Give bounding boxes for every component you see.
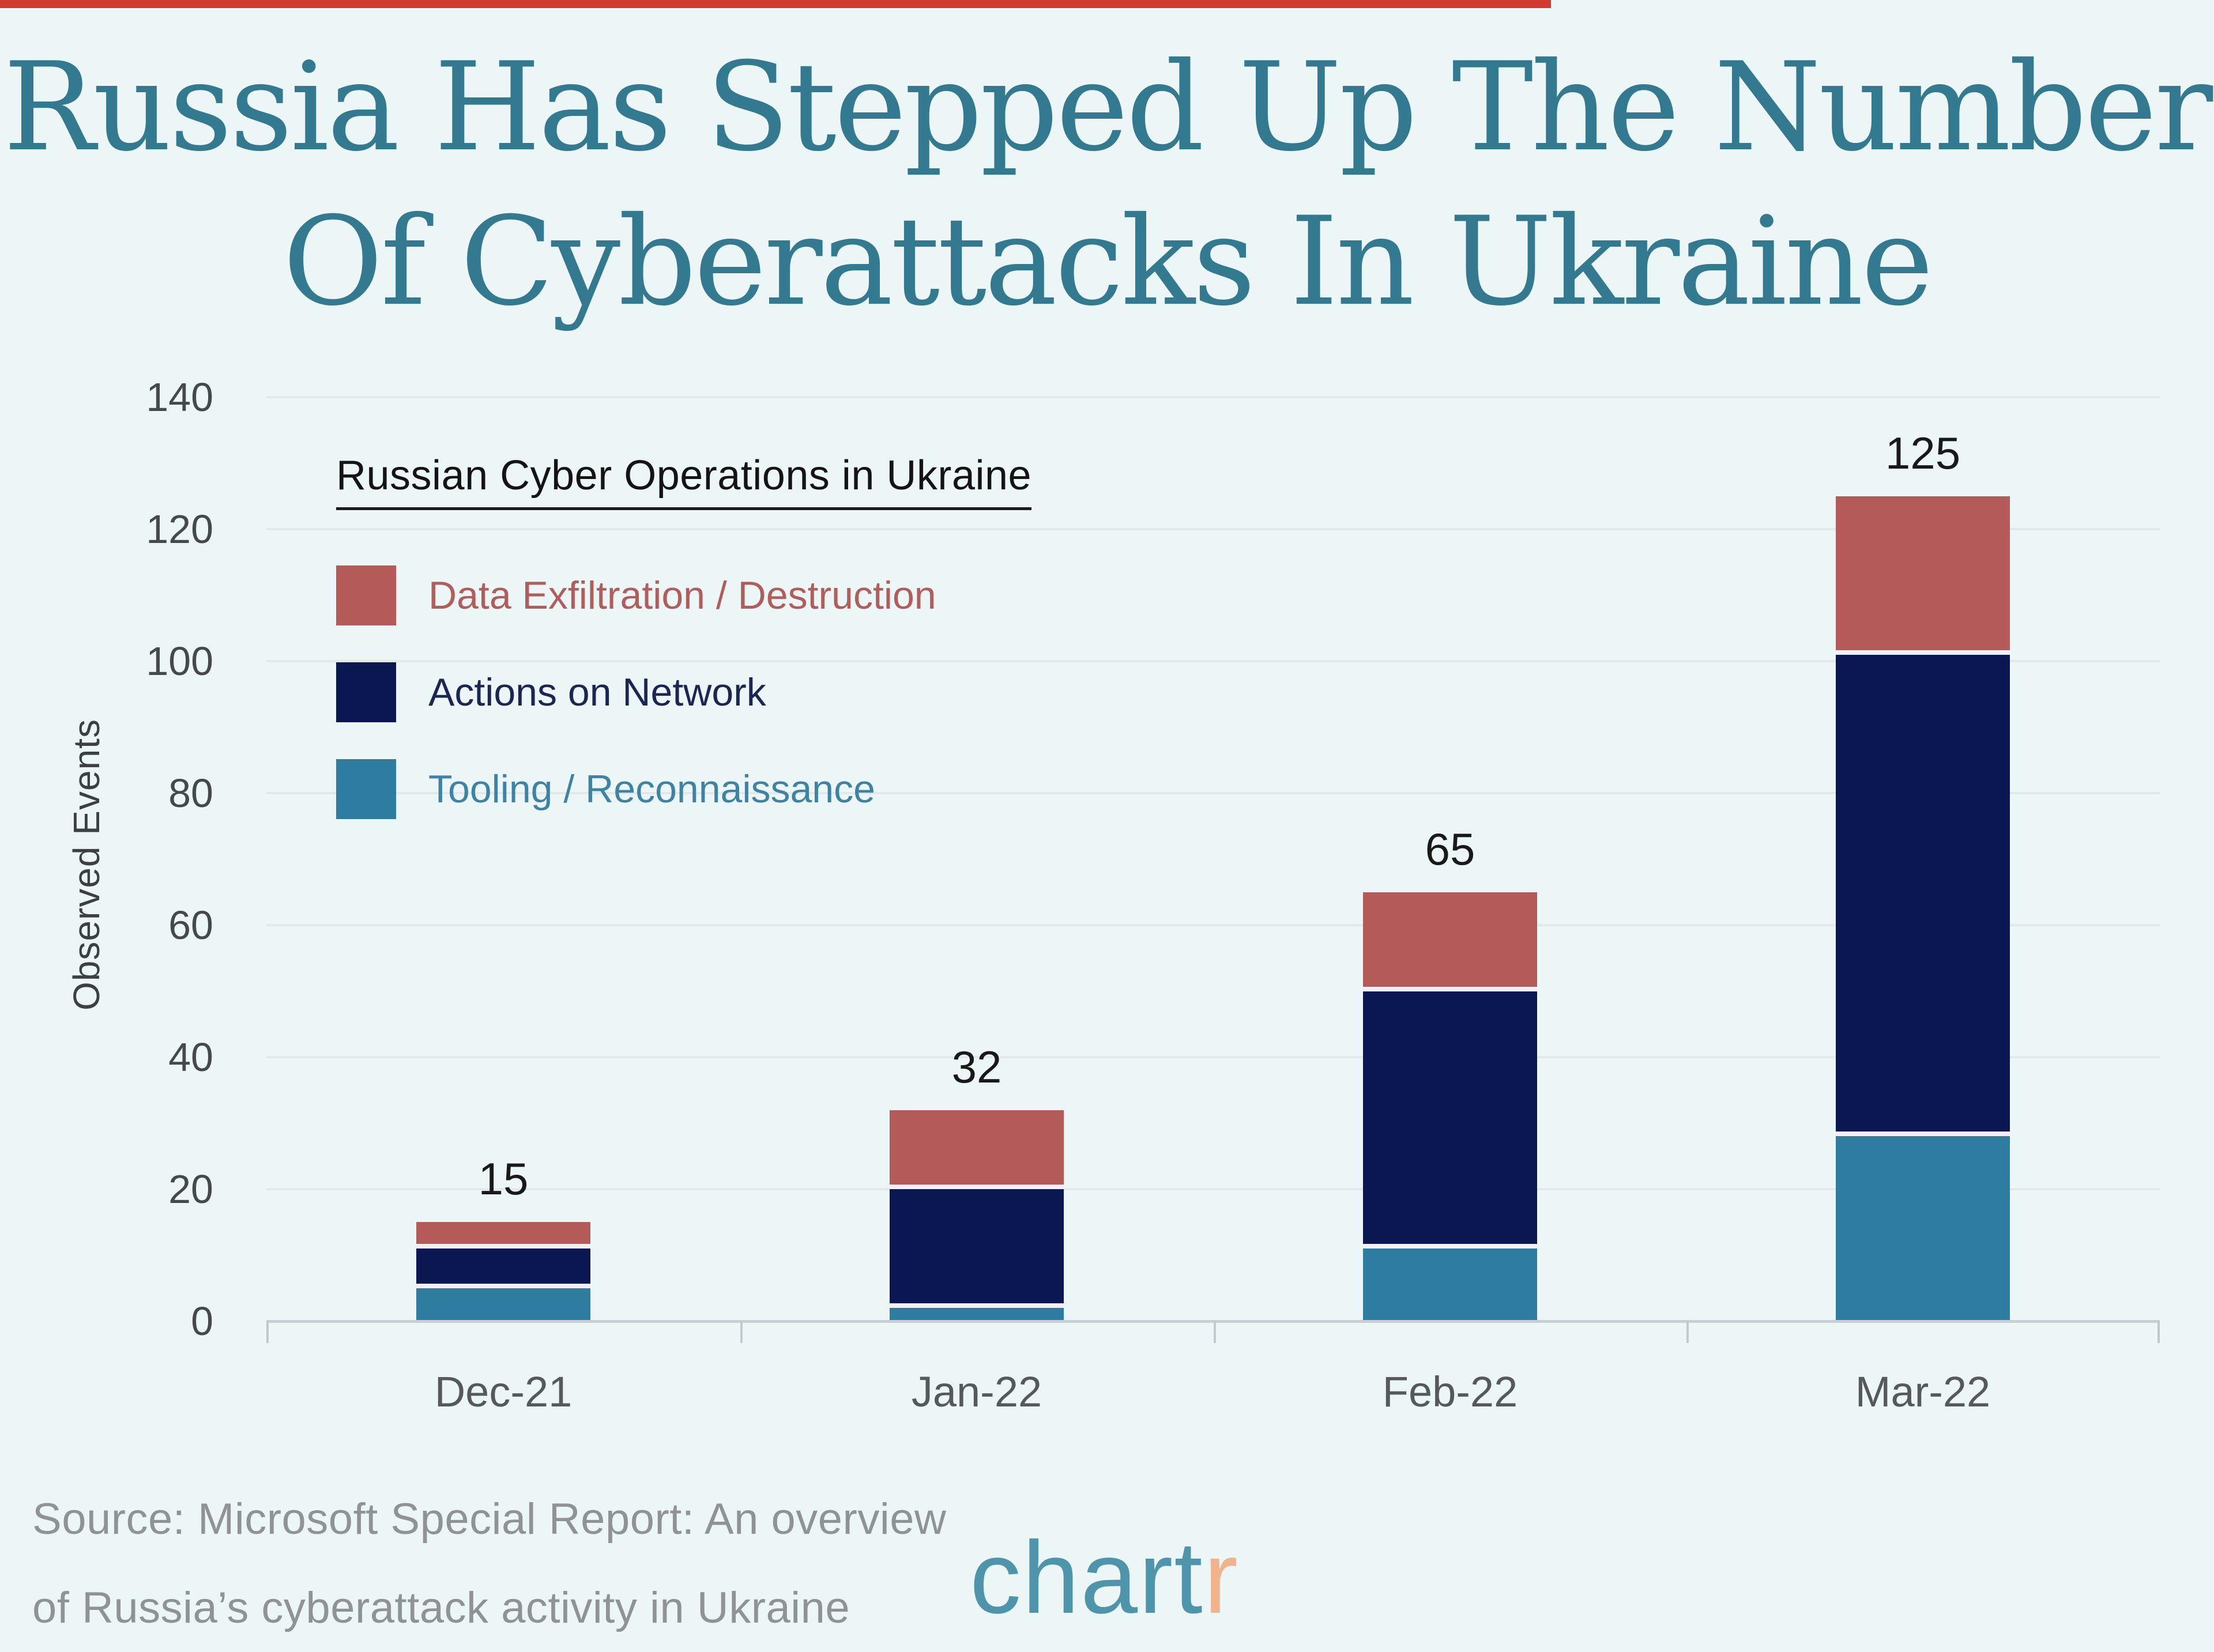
x-axis-tick <box>2157 1321 2160 1343</box>
x-category-label: Dec-21 <box>434 1368 573 1416</box>
x-category-label: Feb-22 <box>1382 1368 1518 1416</box>
bar-total-label: 15 <box>478 1153 529 1205</box>
gridline-120 <box>266 528 2160 530</box>
x-axis-tick <box>740 1321 743 1343</box>
bar-segment-Mar-22-Data Exfiltration / Destruction <box>1836 496 2010 655</box>
legend-title: Russian Cyber Operations in Ukraine <box>336 451 1032 510</box>
y-tick-label: 20 <box>168 1167 213 1212</box>
bar-total-label: 125 <box>1885 427 1961 478</box>
x-category-label: Mar-22 <box>1855 1368 1991 1416</box>
x-axis-tick <box>266 1321 269 1343</box>
bar-segment-Jan-22-Tooling / Reconnaissance <box>890 1308 1064 1321</box>
bar-total-label: 65 <box>1425 823 1475 874</box>
x-category-label: Jan-22 <box>911 1368 1042 1416</box>
y-tick-label: 60 <box>168 903 213 948</box>
x-axis-line <box>266 1320 2160 1323</box>
source-note: Source: Microsoft Special Report: An ove… <box>32 1498 946 1630</box>
bar-segment-Jan-22-Data Exfiltration / Destruction <box>890 1110 1064 1189</box>
legend-label: Actions on Network <box>428 670 766 714</box>
legend-swatch-icon <box>336 662 396 722</box>
gridline-140 <box>266 396 2160 398</box>
gridline-20 <box>266 1188 2160 1190</box>
headline-line2: Of Cyberattacks In Ukraine <box>283 190 1933 333</box>
y-tick-label: 80 <box>168 771 213 816</box>
gridline-40 <box>266 1056 2160 1058</box>
headline-line1: Russia Has Stepped Up The Number <box>3 36 2213 178</box>
top-red-strip <box>0 0 1551 8</box>
y-tick-label: 120 <box>146 507 213 552</box>
legend-swatch-icon <box>336 565 396 625</box>
y-tick-label: 0 <box>191 1299 213 1344</box>
bar-segment-Mar-22-Tooling / Reconnaissance <box>1836 1136 2010 1321</box>
chartr-logo-r: r <box>1203 1520 1240 1635</box>
y-tick-label: 140 <box>146 375 213 420</box>
x-axis-tick <box>1213 1321 1216 1343</box>
bar-segment-Jan-22-Actions on Network <box>890 1189 1064 1308</box>
bar-segment-Dec-21-Actions on Network <box>416 1249 590 1288</box>
source-line1: Source: Microsoft Special Report: An ove… <box>32 1495 947 1544</box>
y-axis-title: Observed Events <box>66 719 107 1010</box>
legend-item: Actions on Network <box>336 662 1031 722</box>
bar-segment-Feb-22-Tooling / Reconnaissance <box>1363 1249 1537 1321</box>
legend-items: Data Exfiltration / Destruction Actions o… <box>336 565 1031 819</box>
bar-segment-Dec-21-Tooling / Reconnaissance <box>416 1288 590 1321</box>
legend-label: Tooling / Reconnaissance <box>428 767 875 811</box>
legend: Russian Cyber Operations in Ukraine Data… <box>336 451 1032 819</box>
chartr-logo: chartr <box>970 1526 1239 1629</box>
legend-label: Data Exfiltration / Destruction <box>428 574 936 617</box>
legend-item: Data Exfiltration / Destruction <box>336 565 1031 625</box>
y-tick-label: 100 <box>146 639 213 684</box>
gridline-100 <box>266 660 2160 662</box>
gridline-60 <box>266 924 2160 926</box>
bar-segment-Feb-22-Actions on Network <box>1363 991 1537 1249</box>
bar-segment-Feb-22-Data Exfiltration / Destruction <box>1363 892 1537 991</box>
legend-item: Tooling / Reconnaissance <box>336 759 1031 819</box>
source-line2: of Russia’s cyberattack activity in Ukra… <box>32 1583 850 1632</box>
bar-segment-Mar-22-Actions on Network <box>1836 654 2010 1137</box>
chartr-logo-chart: chart <box>970 1520 1204 1635</box>
y-tick-label: 40 <box>168 1035 213 1080</box>
x-axis-tick <box>1686 1321 1689 1343</box>
bar-total-label: 32 <box>951 1041 1002 1092</box>
legend-swatch-icon <box>336 759 396 819</box>
gridline-80 <box>266 792 2160 794</box>
chart-headline: Russia Has Stepped Up The Number Of Cybe… <box>0 30 2214 339</box>
bar-segment-Dec-21-Data Exfiltration / Destruction <box>416 1222 590 1249</box>
